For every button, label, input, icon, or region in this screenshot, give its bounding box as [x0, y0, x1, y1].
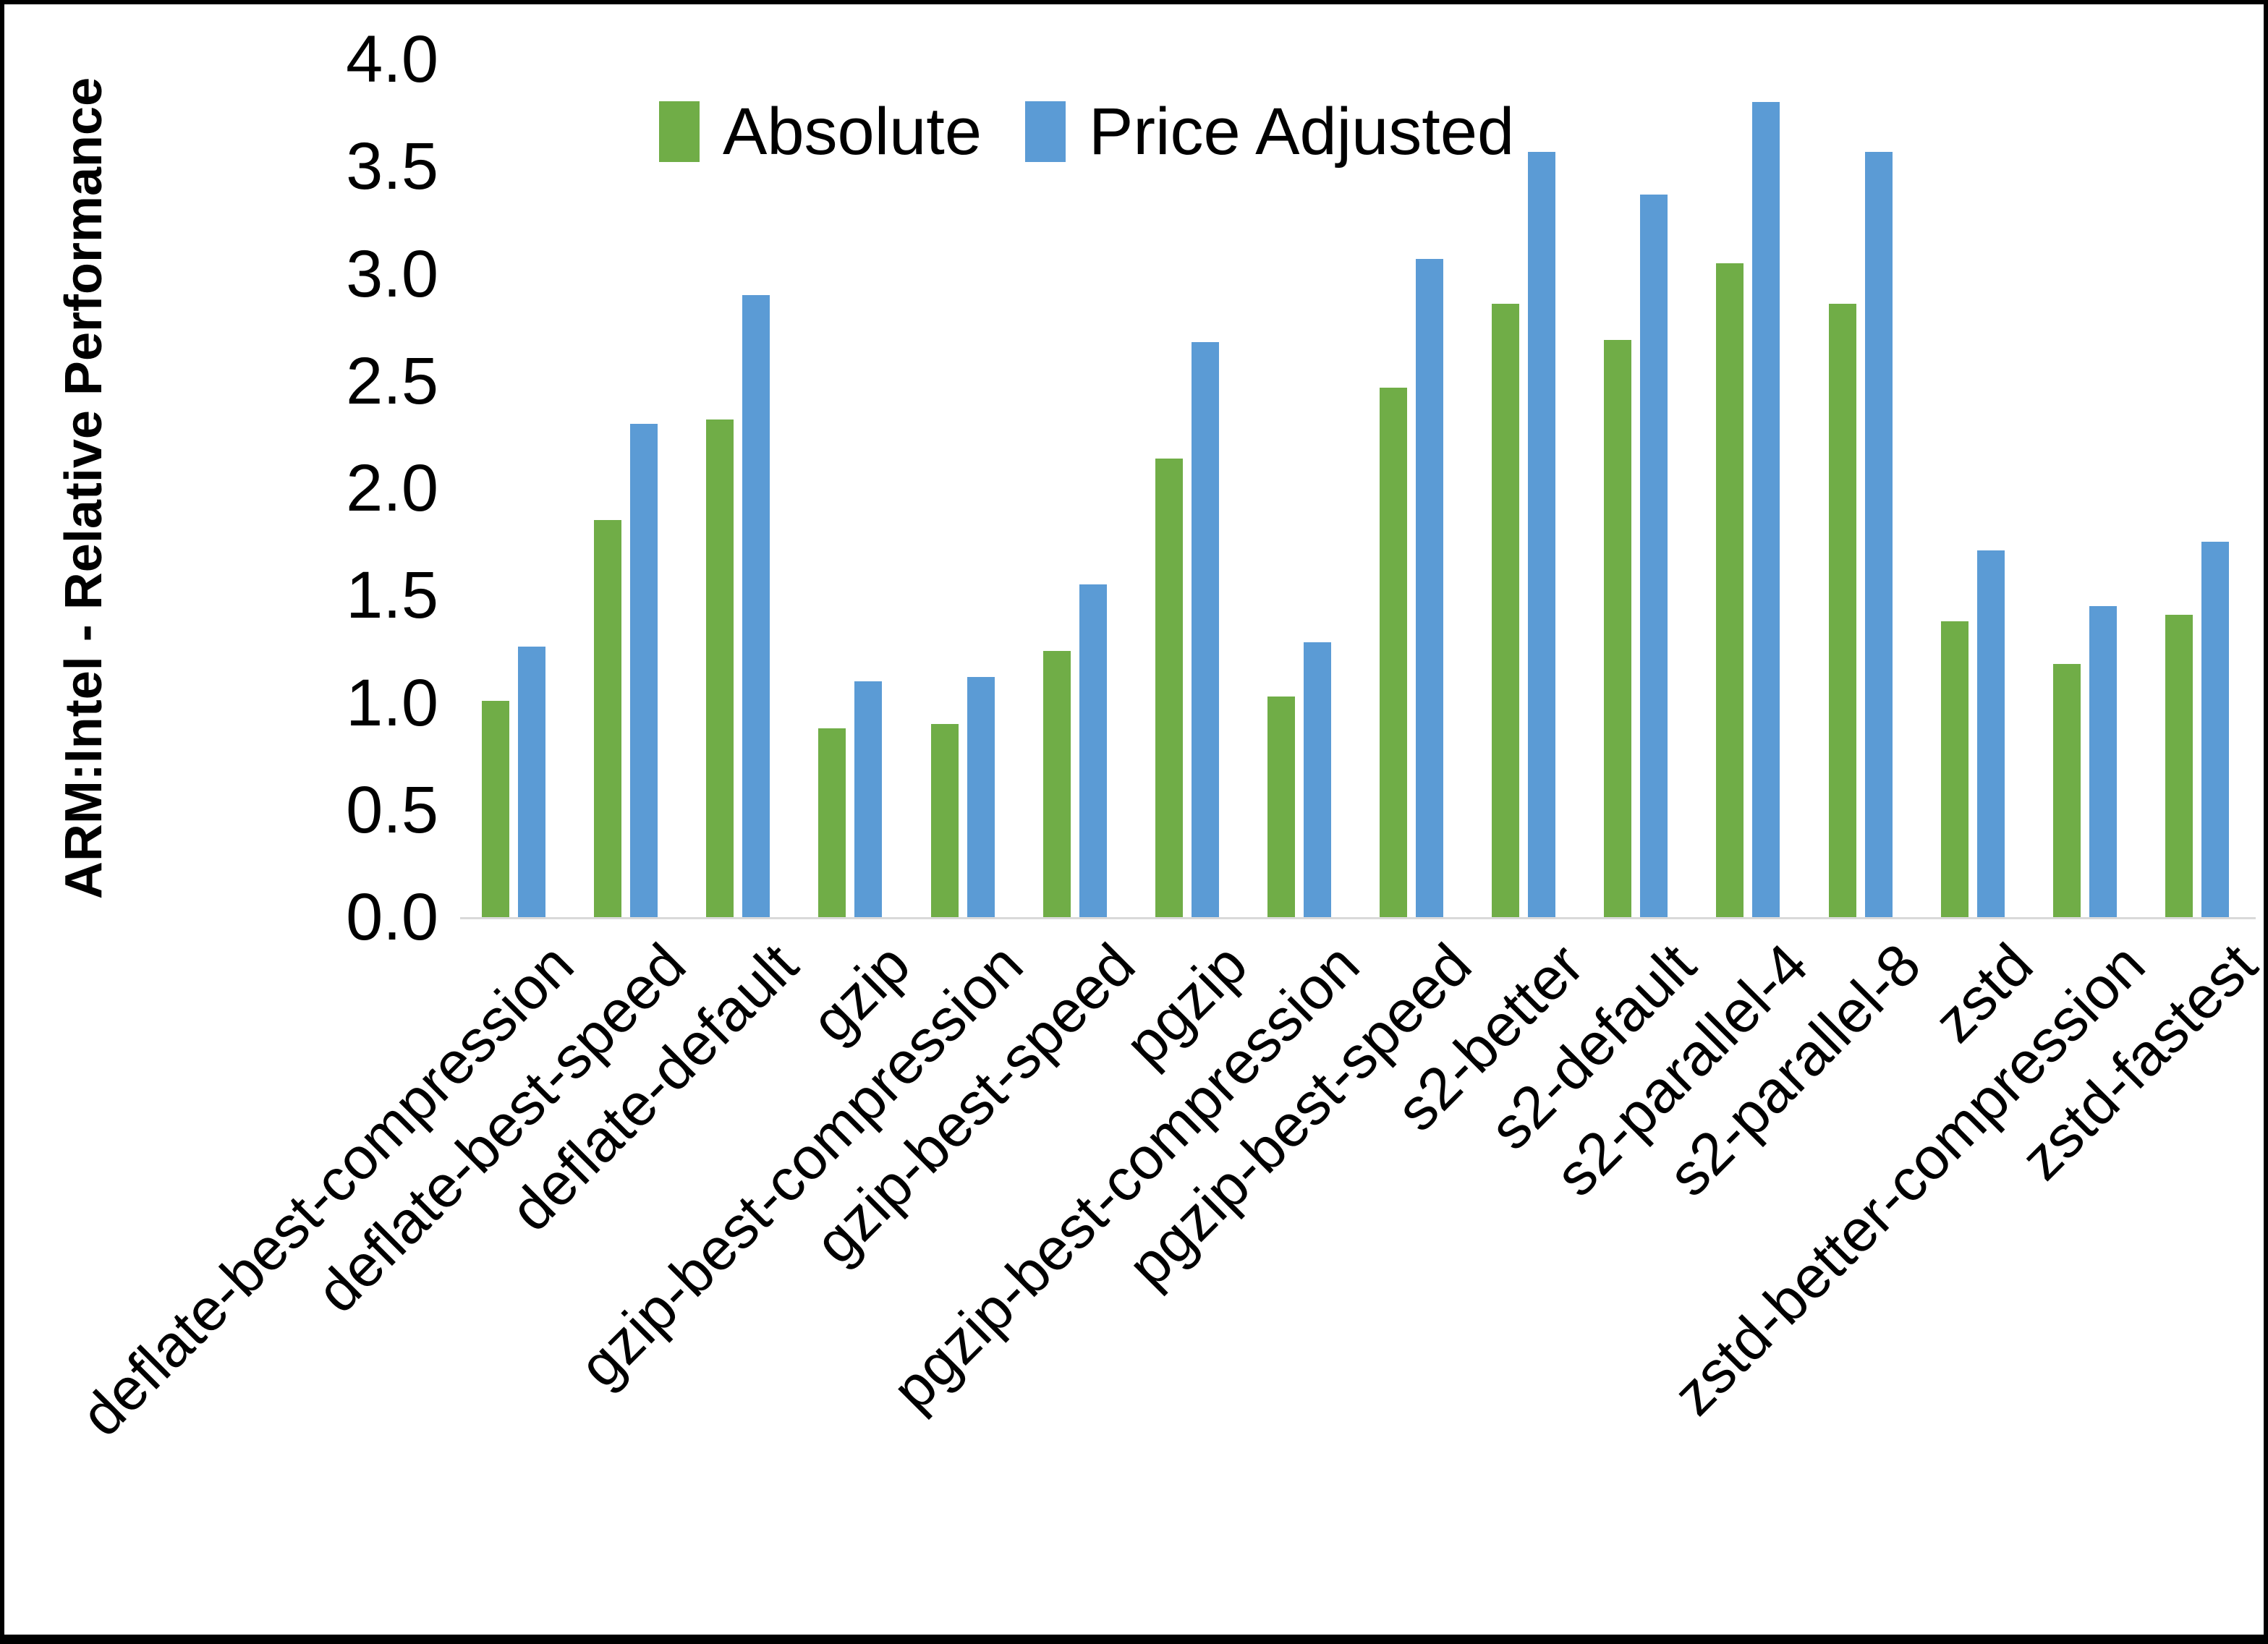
bar-price-adjusted-s2-parallel-4: [1752, 102, 1780, 917]
legend-swatch-price-adjusted: [1025, 101, 1066, 162]
bar-group-gzip-best-speed: [1022, 59, 1134, 917]
bar-absolute-deflate-best-compression: [482, 700, 509, 917]
bar-group-deflate-best-speed: [572, 59, 684, 917]
bar-group-s2-better: [1470, 59, 1582, 917]
bar-absolute-pgzip: [1155, 458, 1183, 917]
y-tick-label-3.0: 3.0: [346, 237, 438, 311]
bar-absolute-s2-default: [1604, 340, 1632, 917]
bar-group-s2-default: [1582, 59, 1694, 917]
bar-price-adjusted-gzip: [854, 681, 883, 917]
bar-price-adjusted-deflate-best-compression: [518, 647, 545, 917]
bar-group-zstd-better-compression: [2031, 59, 2144, 917]
bar-absolute-zstd: [1940, 621, 1968, 917]
bar-price-adjusted-gzip-best-compression: [967, 676, 995, 917]
bar-price-adjusted-zstd: [1976, 550, 2005, 917]
bar-group-gzip: [797, 59, 909, 917]
plot-area: [460, 59, 2256, 919]
bar-price-adjusted-zstd-better-compression: [2089, 606, 2117, 917]
bar-group-pgzip-best-compression: [1246, 59, 1358, 917]
y-tick-label-1.5: 1.5: [346, 558, 438, 633]
bar-absolute-deflate-default: [706, 419, 734, 917]
bar-group-zstd: [1919, 59, 2031, 917]
bar-group-pgzip-best-speed: [1358, 59, 1470, 917]
bar-absolute-zstd-better-compression: [2052, 664, 2081, 917]
legend-label-absolute: Absolute: [723, 95, 982, 169]
bar-absolute-deflate-best-speed: [594, 520, 622, 917]
y-tick-label-3.5: 3.5: [346, 129, 438, 204]
y-tick-label-4.0: 4.0: [346, 22, 438, 96]
legend: Absolute Price Adjusted: [659, 95, 1514, 168]
y-tick-label-0.5: 0.5: [346, 772, 438, 847]
bar-group-deflate-best-compression: [460, 59, 572, 917]
bar-price-adjusted-s2-default: [1640, 194, 1668, 917]
bar-absolute-s2-better: [1492, 304, 1520, 917]
bar-price-adjusted-deflate-best-speed: [630, 424, 658, 917]
bar-group-s2-parallel-4: [1694, 59, 1806, 917]
bar-absolute-pgzip-best-speed: [1380, 387, 1407, 917]
bar-group-s2-parallel-8: [1807, 59, 1919, 917]
bar-price-adjusted-pgzip-best-compression: [1303, 642, 1331, 917]
legend-item-price-adjusted: Price Adjusted: [1025, 95, 1514, 168]
bar-price-adjusted-pgzip: [1191, 342, 1219, 917]
bar-group-pgzip: [1134, 59, 1246, 917]
bar-absolute-s2-parallel-4: [1716, 263, 1744, 917]
bar-group-gzip-best-compression: [909, 59, 1022, 917]
bar-price-adjusted-s2-better: [1528, 151, 1556, 917]
bar-price-adjusted-s2-parallel-8: [1864, 151, 1893, 917]
y-tick-label-2.5: 2.5: [346, 344, 438, 418]
bar-absolute-pgzip-best-compression: [1267, 696, 1295, 917]
bar-group-zstd-fastest: [2144, 59, 2256, 917]
bar-absolute-gzip: [818, 728, 846, 917]
legend-swatch-absolute: [659, 101, 700, 162]
y-tick-label-1.0: 1.0: [346, 665, 438, 740]
y-axis-title: ARM:Intel - Relative Performance: [55, 77, 113, 900]
y-tick-label-0.0: 0.0: [346, 880, 438, 954]
bar-group-deflate-default: [684, 59, 797, 917]
bar-absolute-gzip-best-compression: [930, 724, 959, 917]
y-tick-label-2.0: 2.0: [346, 451, 438, 525]
bar-absolute-s2-parallel-8: [1828, 304, 1856, 917]
bar-price-adjusted-pgzip-best-speed: [1416, 258, 1443, 917]
bar-absolute-gzip-best-speed: [1042, 651, 1071, 917]
bar-absolute-zstd-fastest: [2165, 614, 2193, 917]
bar-price-adjusted-gzip-best-speed: [1079, 584, 1107, 917]
legend-label-price-adjusted: Price Adjusted: [1089, 95, 1515, 169]
bar-price-adjusted-deflate-default: [742, 295, 770, 917]
legend-item-absolute: Absolute: [659, 95, 982, 168]
bar-price-adjusted-zstd-fastest: [2201, 542, 2229, 917]
